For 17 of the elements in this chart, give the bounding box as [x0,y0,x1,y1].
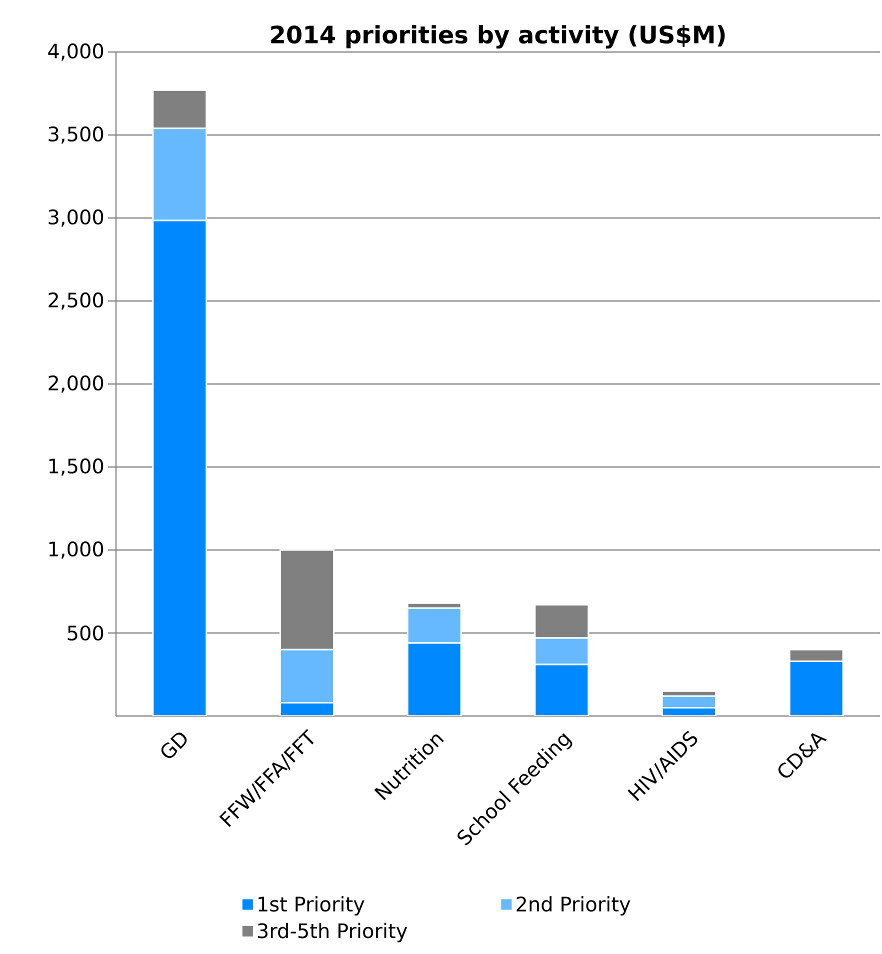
y-tick-label: 2,000 [48,375,104,393]
bar [534,664,590,716]
x-tick-label: GD [161,732,187,758]
y-tick-label: 3,000 [48,209,104,227]
legend-label: 1st Priority [258,896,364,916]
y-tick-label: 500 [68,625,104,641]
y-tick-label: 2,500 [48,292,104,310]
bar [788,660,844,716]
y-tick-label: 4,000 [48,43,104,61]
y-tick-label: 3,500 [48,126,104,144]
legend-label: 2nd Priority [516,896,630,916]
y-tick-label: 1,000 [49,541,104,559]
chart-title: 2014 priorities by activity (US$M) [271,25,725,48]
bar [406,642,462,716]
legend-label: 3rd-5th Priority [258,922,408,942]
y-tick-label: 1,500 [49,458,104,476]
bar [152,220,208,716]
